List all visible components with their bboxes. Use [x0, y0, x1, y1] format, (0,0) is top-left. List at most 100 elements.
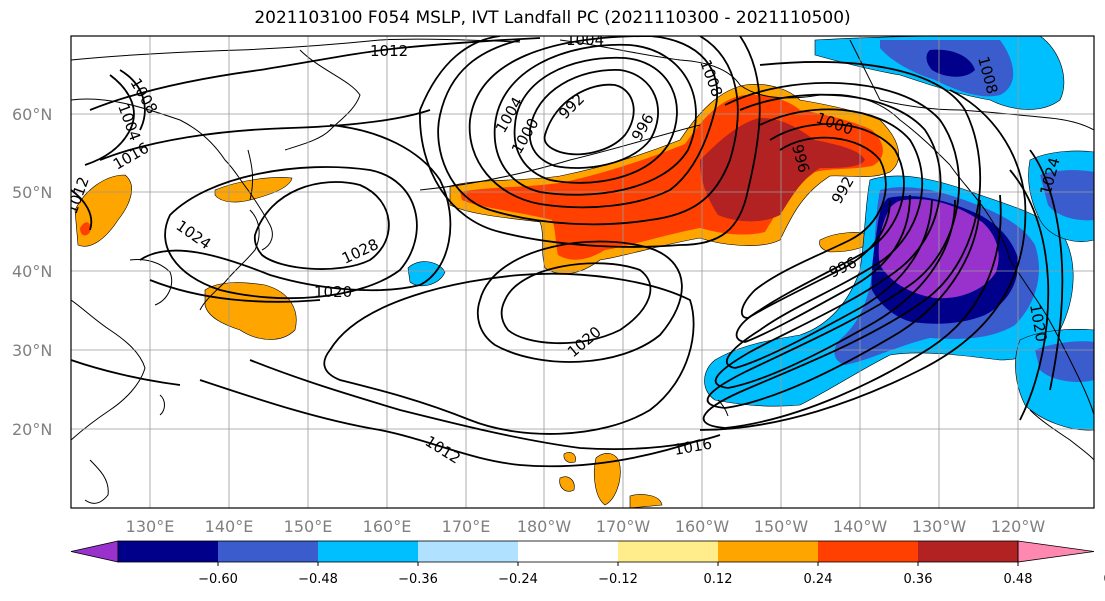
contour-1016-bottom [249, 359, 721, 451]
contour-1016-mid [419, 36, 761, 248]
lon-label-120w: 120°W [991, 517, 1046, 536]
contour-1004-gulf [714, 93, 956, 389]
coast-siberia-top [71, 38, 521, 61]
contour-1020-left [149, 279, 321, 303]
contour-1008-west [84, 74, 135, 166]
colorbar-tick-label: 0.36 [904, 572, 933, 587]
contour-1024-westedge [71, 359, 181, 386]
coast-canada-north [849, 39, 1094, 131]
colorbar-tick-label: 0.48 [1004, 572, 1033, 587]
gridlines [71, 36, 1094, 508]
lon-label-180w: 180°W [517, 517, 572, 536]
contour-992-gulf [740, 136, 891, 319]
contour-1012-westedge [71, 189, 93, 231]
contour-1024-west [164, 166, 418, 300]
coast-alaska [559, 39, 951, 166]
lat-label-40n: 40°N [12, 262, 52, 281]
contour-1012-bottom [199, 379, 701, 468]
contour-1016-west [99, 109, 431, 161]
contour-1000-gulf [725, 108, 933, 369]
ivt-positive-blob-south3 [559, 476, 575, 492]
colorbar-tick-label: −0.60 [198, 572, 238, 587]
colorbar-segment [718, 541, 818, 562]
coast-asia-north [71, 98, 273, 251]
lon-label-150e: 150°E [284, 517, 333, 536]
colorbar-segment [318, 541, 418, 562]
colorbar-tick-label: −0.12 [598, 572, 638, 587]
colorbar-segment [618, 541, 718, 562]
coast-korea [129, 259, 173, 306]
coast-kamchatka [284, 49, 361, 151]
contour-1024-east [1029, 149, 1064, 391]
lat-label-30n: 30°N [12, 341, 52, 360]
coast-philippines [84, 459, 109, 504]
lon-label-130e: 130°E [126, 517, 175, 536]
contour-1000 [513, 56, 678, 184]
colorbar-tick-label: −0.48 [298, 572, 338, 587]
colorbar-tick-label: 0.12 [704, 572, 733, 587]
longitude-labels: 130°E 140°E 150°E 160°E 170°E 180°W 170°… [126, 517, 1046, 536]
lon-label-140e: 140°E [205, 517, 254, 536]
ivt-positive-blob-japan [204, 282, 297, 340]
contour-1012-west [89, 37, 541, 111]
colorbar-extend-max [1017, 540, 1095, 563]
map-title: 2021103100 F054 MSLP, IVT Landfall PC (2… [254, 8, 851, 28]
contour-992 [543, 83, 635, 156]
map-frame [70, 35, 1095, 509]
coast-bc [949, 164, 1094, 416]
ivt-positive-blob-south2 [629, 494, 663, 508]
contour-1016-east [699, 89, 1027, 431]
contour-1012-gulf [702, 61, 1002, 429]
mslp-contours [71, 36, 1064, 468]
ivt-positive-blob-south4 [563, 452, 576, 463]
coast-taiwan [159, 394, 165, 416]
contour-1016-mid-sub [476, 240, 683, 363]
lon-label-150w: 150°W [754, 517, 809, 536]
contour-1012-sub [323, 272, 695, 435]
colorbar-border [117, 540, 1019, 563]
lat-label-60n: 60°N [12, 105, 52, 124]
lon-label-170e: 170°E [442, 517, 491, 536]
lon-label-170w: 170°W [596, 517, 651, 536]
contour-1028 [253, 181, 390, 270]
contour-1020-mid [500, 262, 652, 345]
coast-mexico [1029, 409, 1094, 461]
lon-label-160e: 160°E [363, 517, 412, 536]
contour-label-1004-top: 1004 [566, 31, 604, 49]
lat-label-50n: 50°N [12, 183, 52, 202]
colorbar-extend-min [70, 540, 119, 563]
colorbar-segment [818, 541, 918, 562]
colorbar-segment [918, 541, 1018, 562]
contour-996 [528, 69, 659, 169]
colorbar-segment [518, 541, 618, 562]
contour-996-gulf [735, 123, 911, 343]
ivt-positive-plume-core [700, 118, 865, 222]
contour-1012-low [437, 36, 739, 226]
ivt-positive-blob-south1 [594, 453, 621, 506]
coast-sakhalin [247, 149, 254, 201]
contour-label-1012-top: 1012 [370, 42, 408, 60]
contour-1020-east [1009, 169, 1050, 421]
lat-label-20n: 20°N [12, 420, 52, 439]
contour-1008-low [468, 36, 719, 209]
lon-label-130w: 130°W [912, 517, 967, 536]
coast-aleutians [419, 124, 701, 191]
ivt-negative-east-edge-mid [1035, 341, 1094, 382]
contour-1004-west [119, 69, 146, 131]
lon-label-160w: 160°W [675, 517, 730, 536]
ivt-positive-blob-korea-core [80, 222, 91, 236]
colorbar-tick-label: 0.24 [804, 572, 833, 587]
latitude-labels: 60°N 50°N 40°N 30°N 20°N [12, 105, 52, 439]
negative-shading [407, 36, 1094, 431]
colorbar-tick-label: −0.36 [398, 572, 438, 587]
colorbar-tick-label: 0.60 [1104, 572, 1105, 587]
colorbar: −0.60 −0.48 −0.36 −0.24 −0.12 0.12 0.24 0.36 0.4… [70, 540, 1105, 587]
colorbar-segment [418, 541, 518, 562]
contour-1020-west [139, 124, 452, 292]
contour-1008-gulf [706, 81, 981, 409]
colorbar-tick-label: −0.24 [498, 572, 538, 587]
lon-label-140w: 140°W [833, 517, 888, 536]
contour-1004-low [493, 43, 697, 196]
coast-china-east [71, 299, 146, 441]
